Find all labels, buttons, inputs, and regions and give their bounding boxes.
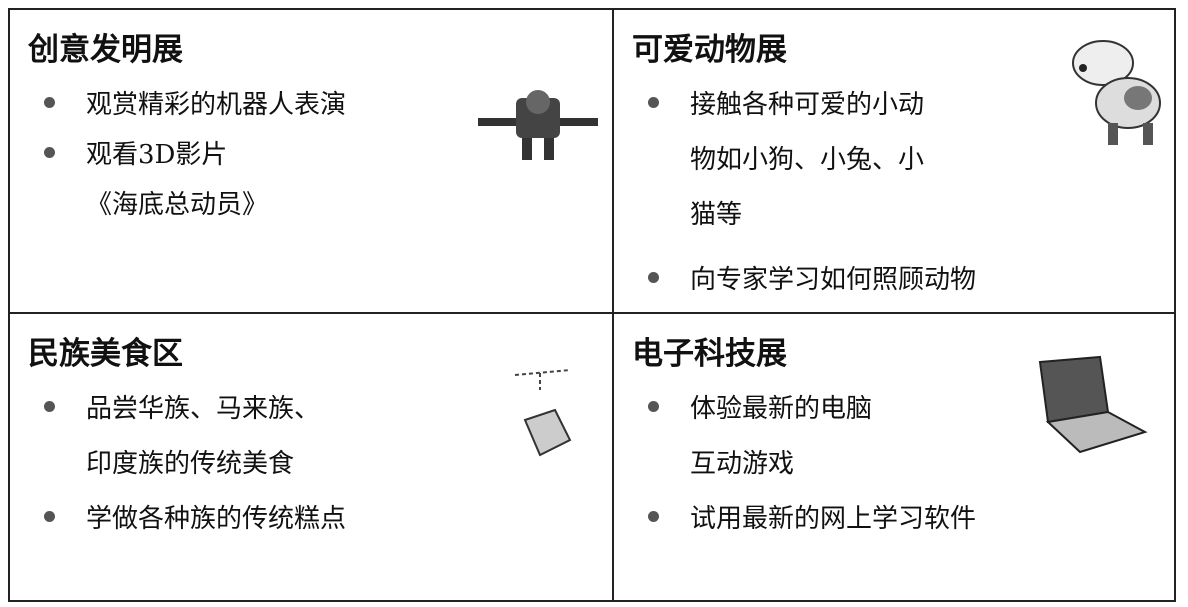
bullet bbox=[44, 97, 55, 108]
bullet-text: 试用最新的网上学习软件 bbox=[690, 504, 977, 534]
bullet-text: 互动游戏 bbox=[690, 449, 795, 479]
bullet bbox=[648, 401, 659, 412]
bullet-text: 学做各种族的传统糕点 bbox=[86, 504, 347, 534]
bullet bbox=[44, 401, 55, 412]
table-cell: 创意发明展观赏精彩的机器人表演 观看3D影片《海底总动员》 bbox=[8, 8, 614, 314]
bullet-text: 接触各种可爱的小动 bbox=[690, 90, 925, 120]
bullet bbox=[648, 97, 659, 108]
bullet-text: 《海底总动员》 bbox=[86, 190, 269, 220]
bullet-text: 猫等 bbox=[690, 200, 743, 230]
bullet-text: 物如小狗、小兔、小 bbox=[690, 145, 925, 175]
bullet bbox=[44, 511, 55, 522]
bullet-text: 向专家学习如何照顾动物 bbox=[690, 265, 977, 295]
table-cell: 电子科技展体验最新的电脑 互动游戏试用最新的网上学习软件 bbox=[612, 312, 1176, 602]
dog-image bbox=[1072, 40, 1161, 145]
bullet bbox=[648, 511, 659, 522]
cell-title: 民族美食区 bbox=[28, 336, 183, 372]
bullet-text: 印度族的传统美食 bbox=[86, 449, 295, 479]
cell-title: 创意发明展 bbox=[28, 32, 183, 68]
table-cell: 可爱动物展接触各种可爱的小动 物如小狗、小兔、小 猫等向专家学习如何照顾动物 bbox=[612, 8, 1176, 314]
bullet-text: 体验最新的电脑 bbox=[690, 394, 873, 424]
cell-title: 电子科技展 bbox=[632, 336, 787, 372]
bullet bbox=[648, 272, 659, 283]
bullet bbox=[44, 147, 55, 158]
robot-image bbox=[478, 90, 598, 160]
laptop-image bbox=[1038, 355, 1148, 454]
cell-title: 可爱动物展 bbox=[632, 32, 787, 68]
bullet-text: 观赏精彩的机器人表演 bbox=[86, 90, 347, 120]
bullet-text: 观看3D影片 bbox=[86, 140, 228, 170]
bullet-text: 品尝华族、马来族、 bbox=[86, 394, 321, 424]
food-image bbox=[514, 369, 572, 457]
table-cell: 民族美食区品尝华族、马来族、 印度族的传统美食学做各种族的传统糕点 bbox=[8, 312, 614, 602]
